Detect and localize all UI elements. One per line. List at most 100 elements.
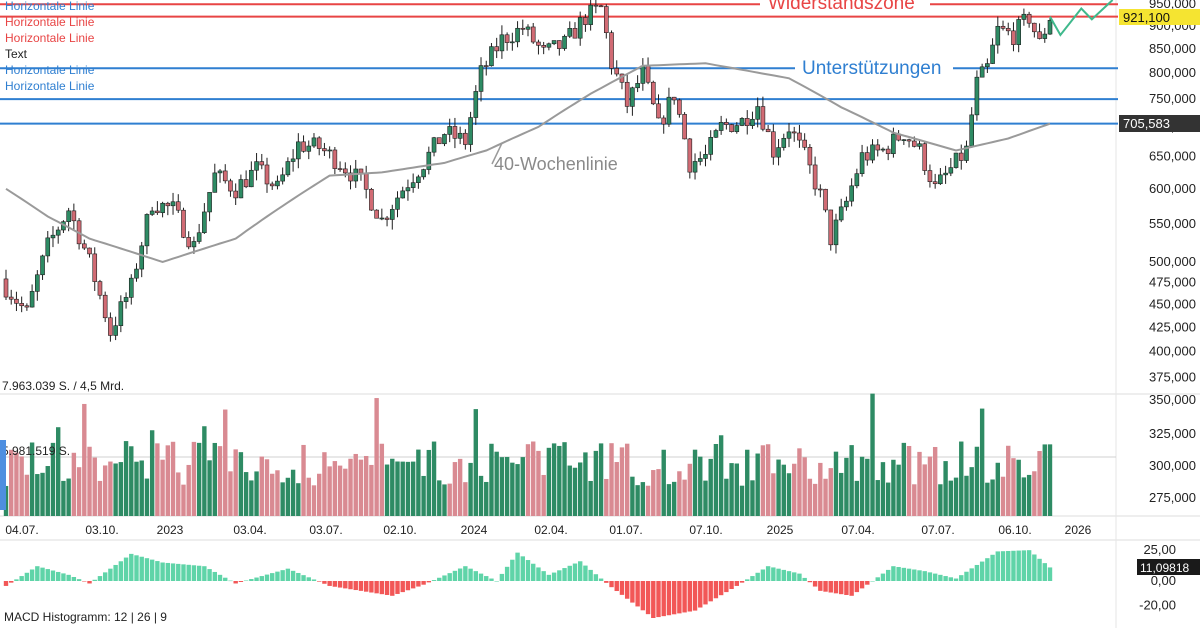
macd-bar xyxy=(1026,550,1032,581)
date-axis: 04.07. 03.10. 2023 03.04. 03.07. 02.10. 2024 02… xyxy=(5,523,1091,537)
candle xyxy=(661,115,667,134)
macd-bar xyxy=(170,563,176,581)
candle xyxy=(979,63,985,78)
macd-bar xyxy=(802,577,807,581)
macd-bar xyxy=(395,581,400,594)
volume-bar xyxy=(985,482,990,516)
candle xyxy=(823,188,828,213)
macd-bar xyxy=(134,555,139,581)
macd-bar xyxy=(812,581,818,587)
candle xyxy=(818,184,823,198)
volume-bar xyxy=(473,409,478,516)
macd-bar xyxy=(311,579,317,581)
candle xyxy=(802,133,807,151)
legend-item-2[interactable]: Horizontale Linie xyxy=(5,31,95,45)
macd-bar xyxy=(484,576,489,581)
candle xyxy=(739,117,745,127)
volume-bar xyxy=(932,446,938,516)
overlays xyxy=(5,0,1114,264)
candle xyxy=(1037,23,1042,40)
legend-item-0[interactable]: Horizontale Linie xyxy=(5,0,95,13)
macd-bar xyxy=(578,561,583,581)
legend-item-5[interactable]: Horizontale Linie xyxy=(5,79,95,93)
legend-item-3[interactable]: Text xyxy=(5,47,28,61)
macd-bar xyxy=(927,572,933,581)
candle xyxy=(306,140,312,160)
macd-bar xyxy=(943,576,948,581)
volume-avg-label: 5.981.519 S. xyxy=(2,444,70,458)
resistance-label[interactable]: Widerstandszone xyxy=(768,0,915,14)
ma40-line xyxy=(5,62,1051,264)
date-tick-label: 2026 xyxy=(1065,523,1092,537)
projection-line xyxy=(1049,0,1114,37)
macd-bar xyxy=(1037,558,1042,581)
macd-bar xyxy=(76,579,82,581)
volume-bar xyxy=(969,467,974,516)
candle xyxy=(567,21,573,39)
volume-bar xyxy=(306,477,311,516)
macd-bar xyxy=(442,575,447,581)
macd-bar xyxy=(123,557,129,581)
candle xyxy=(468,111,473,152)
candle xyxy=(410,173,416,193)
volume-bar xyxy=(1006,445,1011,516)
candle xyxy=(515,21,520,48)
volume-tick-label: 325,000 xyxy=(1149,426,1196,441)
candle xyxy=(562,34,567,51)
volume-bar xyxy=(703,480,708,516)
volume-bar xyxy=(938,484,943,516)
volume-bar xyxy=(243,472,249,516)
candle xyxy=(541,41,546,55)
macd-bar xyxy=(3,581,9,586)
macd-bar xyxy=(452,570,458,581)
volume-bar xyxy=(353,453,358,516)
macd-bar xyxy=(708,581,713,602)
volume-bar xyxy=(457,458,463,516)
volume-bar xyxy=(786,473,792,516)
volume-bar xyxy=(249,480,254,516)
volume-bar xyxy=(802,457,807,516)
candle xyxy=(311,133,317,148)
volume-bar xyxy=(682,479,687,516)
volume-bar xyxy=(395,461,400,516)
macd-bar xyxy=(906,568,912,581)
macd-bar xyxy=(698,581,703,608)
volume-bar xyxy=(29,442,35,516)
volume-bar xyxy=(264,459,270,516)
volume-bar xyxy=(546,447,552,516)
macd-bar xyxy=(760,569,766,581)
macd-bar xyxy=(97,576,103,581)
macd-bar xyxy=(724,581,729,593)
macd-bar xyxy=(431,580,437,581)
candle xyxy=(269,181,275,190)
candle xyxy=(1032,22,1037,38)
volume-bar xyxy=(510,462,515,516)
date-tick-label: 03.10. xyxy=(85,523,118,537)
candle xyxy=(744,110,750,135)
macd-bar xyxy=(546,574,552,581)
volume-bar xyxy=(311,485,317,516)
volume-bar xyxy=(374,398,379,516)
macd-bar xyxy=(771,567,776,581)
price-tick-label: 450,000 xyxy=(1149,296,1196,311)
macd-bar xyxy=(677,581,682,614)
macd-bar xyxy=(729,581,734,590)
candle xyxy=(82,239,87,250)
macd-bar xyxy=(463,566,468,581)
macd-bar xyxy=(113,564,118,581)
macd-bar xyxy=(854,581,860,593)
macd-bar xyxy=(207,569,212,581)
volume-bar xyxy=(405,461,411,516)
legend-item-4[interactable]: Horizontale Linie xyxy=(5,63,95,77)
legend-item-1[interactable]: Horizontale Linie xyxy=(5,15,95,29)
volume-bar xyxy=(82,403,87,516)
candle xyxy=(671,96,677,105)
ma-label[interactable]: 40-Wochenlinie xyxy=(494,154,618,174)
macd-bar xyxy=(938,574,943,581)
volume-bar xyxy=(635,485,640,516)
candle xyxy=(640,58,646,91)
volume-bar xyxy=(1016,459,1021,516)
support-label[interactable]: Unterstützungen xyxy=(802,58,941,79)
